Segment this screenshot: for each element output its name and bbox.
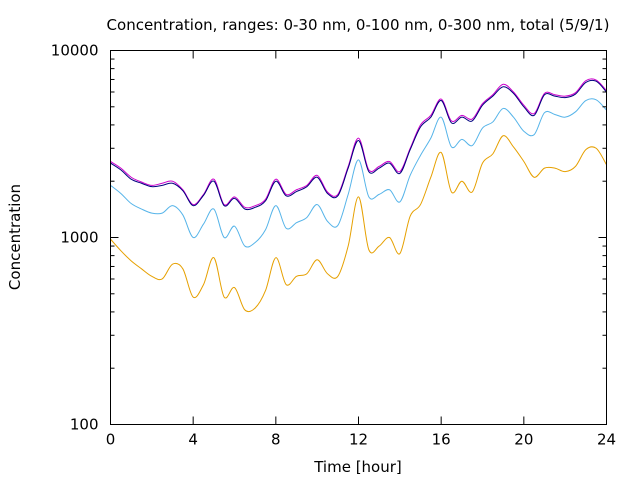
x-tick-label: 12: [349, 431, 368, 449]
series-line-1: [110, 135, 607, 313]
plot-frame: [110, 50, 607, 425]
series-line-3: [110, 78, 607, 209]
x-tick-label: 20: [514, 431, 533, 449]
series-line-4: [110, 79, 607, 211]
x-tick-label: 16: [432, 431, 451, 449]
y-tick-label: 1000: [60, 229, 98, 247]
y-axis-label: Concentration: [6, 184, 24, 290]
series-line-2: [110, 98, 607, 248]
x-tick-label: 8: [271, 431, 281, 449]
chart-title: Concentration, ranges: 0-30 nm, 0-100 nm…: [107, 16, 610, 34]
series-layer: [110, 78, 607, 313]
x-tick-label: 24: [597, 431, 616, 449]
y-tick-label: 100: [70, 416, 99, 434]
x-axis-label: Time [hour]: [313, 458, 402, 476]
y-tick-label: 10000: [51, 42, 99, 60]
x-tick-label: 0: [106, 431, 116, 449]
tick-layer: 0 4 8 12 16 20 24 100 1000 10000: [51, 42, 616, 449]
x-tick-label: 4: [188, 431, 198, 449]
